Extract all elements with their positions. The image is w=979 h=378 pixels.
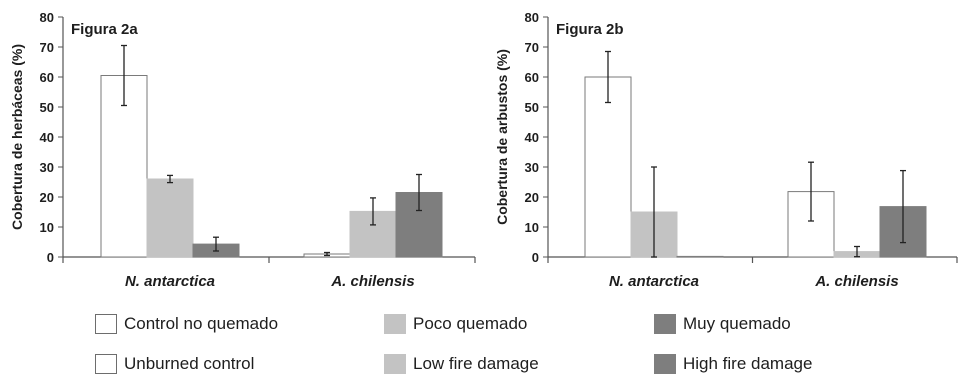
legend-label-low: Poco quemado (413, 314, 528, 333)
y-tick-label: 20 (40, 190, 54, 205)
y-tick-label: 80 (525, 10, 539, 25)
y-tick-label: 40 (40, 130, 54, 145)
bar (146, 178, 194, 258)
legend-swatch-unburned (95, 354, 117, 374)
y-tick-label: 40 (525, 130, 539, 145)
x-category-label: A. chilensis (814, 273, 898, 290)
legend-item-unburned: Unburned control (95, 352, 254, 376)
charts-canvas: 0 10 20 30 40 50 60 70 80 Figura 2a Cobertura de h… (9, 10, 958, 290)
legend-item-control: Control no quemado (95, 312, 278, 336)
legend-swatch-control (95, 314, 117, 334)
chart-title: Figura 2b (556, 21, 624, 38)
y-tick-label: 30 (525, 160, 539, 175)
chart-2a: 0 10 20 30 40 50 60 70 80 Figura 2a Cobertura de h… (9, 10, 476, 290)
y-tick-label: 60 (40, 70, 54, 85)
y-tick-label: 10 (40, 220, 54, 235)
chart-title: Figura 2a (71, 21, 138, 38)
y-tick-label: 60 (525, 70, 539, 85)
legend-label-low-fire: Low fire damage (413, 354, 539, 373)
y-tick-label: 70 (525, 40, 539, 55)
chart-2b: 0 10 20 30 40 50 60 70 80 Figura 2b Cobertura de a… (494, 10, 958, 290)
legend-item-high-fire: High fire damage (654, 352, 812, 376)
y-tick-label: 70 (40, 40, 54, 55)
legend-label-high: Muy quemado (683, 314, 791, 333)
legend-swatch-high-fire (654, 354, 676, 374)
legend-swatch-high (654, 314, 676, 334)
x-category-label: N. antarctica (609, 273, 699, 290)
legend-item-low: Poco quemado (384, 312, 527, 336)
y-tick-label: 50 (525, 100, 539, 115)
legend-label-high-fire: High fire damage (683, 354, 813, 373)
y-axis-label: Cobertura de arbustos (%) (494, 49, 510, 225)
y-tick-label: 80 (40, 10, 54, 25)
x-category-label: A. chilensis (330, 273, 414, 290)
legend-swatch-low (384, 314, 406, 334)
bar (676, 255, 724, 258)
legend-swatch-low-fire (384, 354, 406, 374)
y-tick-label: 0 (47, 250, 54, 265)
legend-item-low-fire: Low fire damage (384, 352, 539, 376)
y-tick-label: 50 (40, 100, 54, 115)
y-tick-label: 0 (532, 250, 539, 265)
legend-label-control: Control no quemado (124, 314, 279, 333)
x-category-label: N. antarctica (125, 273, 215, 290)
legend-item-high: Muy quemado (654, 312, 791, 336)
legend-label-unburned: Unburned control (124, 354, 255, 373)
y-tick-label: 10 (525, 220, 539, 235)
y-tick-label: 30 (40, 160, 54, 175)
y-axis-label: Cobertura de herbáceas (%) (9, 44, 25, 230)
y-tick-label: 20 (525, 190, 539, 205)
bar (584, 76, 632, 258)
